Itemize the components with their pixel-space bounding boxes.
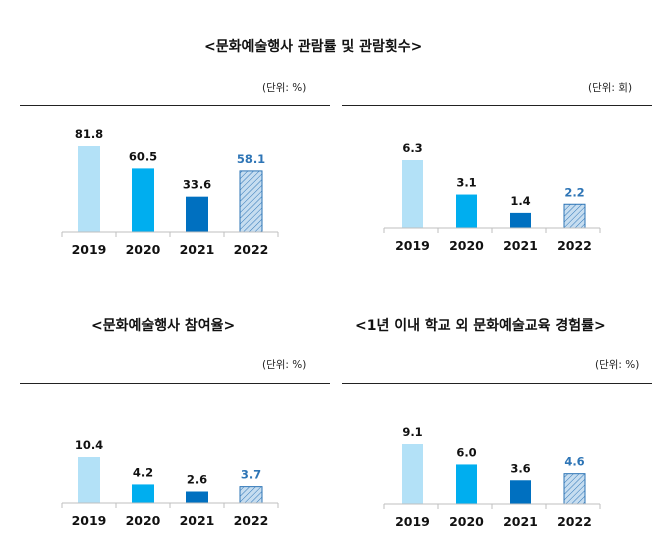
bar-2022 xyxy=(563,203,586,229)
bar-2022 xyxy=(563,473,586,505)
value-label-2022: 4.6 xyxy=(564,455,584,469)
education-chart-title: <1년 이내 학교 외 문화예술교육 경험률> xyxy=(355,318,606,334)
tick-label-2021: 2021 xyxy=(180,513,215,528)
tick-label-2019: 2019 xyxy=(72,242,107,257)
attendance-top-rule xyxy=(20,105,330,106)
education-unit-label: (단위: %) xyxy=(595,359,640,371)
value-label-2022: 3.7 xyxy=(241,468,261,482)
participation-top-rule xyxy=(20,383,330,384)
bar-2020 xyxy=(456,464,477,504)
tick-label-2020: 2020 xyxy=(449,238,484,253)
tick-label-2021: 2021 xyxy=(503,238,538,253)
value-label-2021: 1.4 xyxy=(510,194,530,208)
value-label-2022: 58.1 xyxy=(237,152,265,166)
value-label-2020: 60.5 xyxy=(129,149,157,163)
tick-label-2019: 2019 xyxy=(395,238,430,253)
education-top-rule xyxy=(342,383,652,384)
tick-label-2022: 2022 xyxy=(557,238,592,253)
bar-2019 xyxy=(78,146,100,232)
value-label-2020: 3.1 xyxy=(456,176,476,190)
tick-label-2021: 2021 xyxy=(503,514,538,529)
attendance-rate-chart: 81.8 2019 60.5 2020 33.6 2021 58.1 2022 xyxy=(61,127,279,257)
tick-label-2020: 2020 xyxy=(126,513,161,528)
value-label-2021: 33.6 xyxy=(183,178,211,192)
attendance-unit-label: (단위: %) xyxy=(262,82,307,94)
tick-label-2019: 2019 xyxy=(395,514,430,529)
bar-2020 xyxy=(132,168,154,232)
bar-2021 xyxy=(186,196,208,232)
value-label-2020: 6.0 xyxy=(456,445,476,459)
value-label-2019: 10.4 xyxy=(75,438,103,452)
bar-2019 xyxy=(78,457,100,503)
bar-2022 xyxy=(239,170,263,233)
participation-unit-label: (단위: %) xyxy=(262,359,307,371)
bar-2021 xyxy=(510,212,531,228)
value-label-2019: 81.8 xyxy=(75,127,103,141)
value-label-2019: 9.1 xyxy=(402,425,422,439)
participation-rate-chart: 10.4 2019 4.2 2020 2.6 2021 3.7 2022 xyxy=(61,438,279,528)
tick-label-2020: 2020 xyxy=(449,514,484,529)
value-label-2020: 4.2 xyxy=(133,465,153,479)
participation-chart-title: <문화예술행사 참여율> xyxy=(91,318,236,334)
bar-2020 xyxy=(456,194,477,228)
bar-2021 xyxy=(510,480,531,504)
count-top-rule xyxy=(342,105,652,106)
tick-label-2022: 2022 xyxy=(557,514,592,529)
attendance-count-chart: 6.3 2019 3.1 2020 1.4 2021 2.2 2022 xyxy=(383,141,601,253)
bar-2021 xyxy=(186,491,208,503)
tick-label-2019: 2019 xyxy=(72,513,107,528)
education-rate-chart: 9.1 2019 6.0 2020 3.6 2021 4.6 2022 xyxy=(383,425,601,529)
value-label-2022: 2.2 xyxy=(564,185,584,199)
bar-2019 xyxy=(402,160,423,228)
tick-label-2022: 2022 xyxy=(234,513,269,528)
value-label-2021: 2.6 xyxy=(187,473,207,487)
count-unit-label: (단위: 회) xyxy=(588,82,633,94)
tick-label-2022: 2022 xyxy=(234,242,269,257)
tick-label-2020: 2020 xyxy=(126,242,161,257)
value-label-2019: 6.3 xyxy=(402,141,422,155)
main-chart-title: <문화예술행사 관람률 및 관람횟수> xyxy=(204,39,423,55)
value-label-2021: 3.6 xyxy=(510,461,530,475)
bar-2020 xyxy=(132,484,154,503)
bar-2022 xyxy=(239,486,263,504)
bar-2019 xyxy=(402,444,423,504)
tick-label-2021: 2021 xyxy=(180,242,215,257)
